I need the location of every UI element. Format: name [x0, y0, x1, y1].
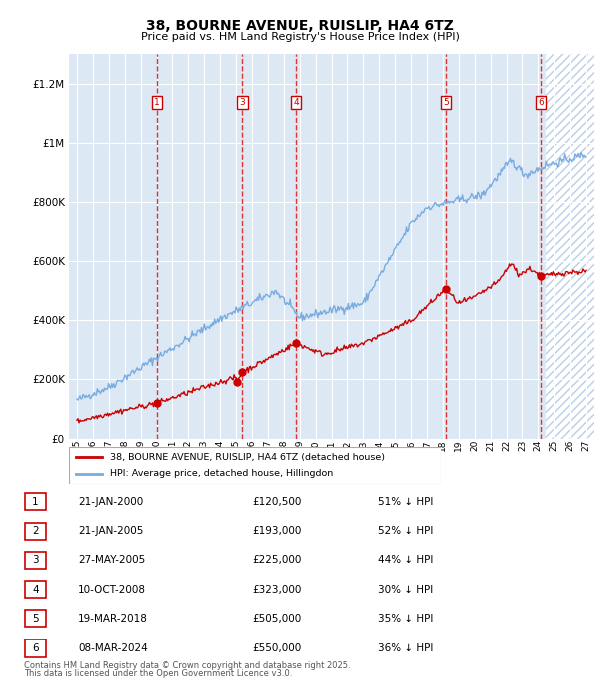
Bar — [546, 54, 594, 439]
Text: £120,500: £120,500 — [252, 497, 301, 507]
Text: £225,000: £225,000 — [252, 556, 301, 565]
Text: This data is licensed under the Open Government Licence v3.0.: This data is licensed under the Open Gov… — [24, 668, 292, 678]
Text: £505,000: £505,000 — [252, 614, 301, 624]
Text: 3: 3 — [239, 98, 245, 107]
Text: 52% ↓ HPI: 52% ↓ HPI — [378, 526, 433, 536]
Text: £550,000: £550,000 — [252, 643, 301, 653]
Text: 6: 6 — [32, 643, 39, 653]
Text: 1: 1 — [154, 98, 160, 107]
Text: 2: 2 — [32, 526, 39, 536]
Text: 35% ↓ HPI: 35% ↓ HPI — [378, 614, 433, 624]
Text: 21-JAN-2000: 21-JAN-2000 — [78, 497, 143, 507]
Text: £323,000: £323,000 — [252, 585, 301, 594]
Text: 5: 5 — [443, 98, 449, 107]
Text: Price paid vs. HM Land Registry's House Price Index (HPI): Price paid vs. HM Land Registry's House … — [140, 33, 460, 42]
Text: £193,000: £193,000 — [252, 526, 301, 536]
Text: 38, BOURNE AVENUE, RUISLIP, HA4 6TZ (detached house): 38, BOURNE AVENUE, RUISLIP, HA4 6TZ (det… — [110, 453, 385, 462]
Text: 1: 1 — [32, 497, 39, 507]
Text: 4: 4 — [293, 98, 299, 107]
Bar — [69, 54, 546, 439]
Text: 27-MAY-2005: 27-MAY-2005 — [78, 556, 145, 565]
Text: 44% ↓ HPI: 44% ↓ HPI — [378, 556, 433, 565]
Text: 08-MAR-2024: 08-MAR-2024 — [78, 643, 148, 653]
Text: Contains HM Land Registry data © Crown copyright and database right 2025.: Contains HM Land Registry data © Crown c… — [24, 660, 350, 670]
Text: 30% ↓ HPI: 30% ↓ HPI — [378, 585, 433, 594]
Text: 5: 5 — [32, 614, 39, 624]
Text: 19-MAR-2018: 19-MAR-2018 — [78, 614, 148, 624]
Text: 36% ↓ HPI: 36% ↓ HPI — [378, 643, 433, 653]
Text: 38, BOURNE AVENUE, RUISLIP, HA4 6TZ: 38, BOURNE AVENUE, RUISLIP, HA4 6TZ — [146, 19, 454, 33]
Text: 3: 3 — [32, 556, 39, 565]
Text: 4: 4 — [32, 585, 39, 594]
Text: 51% ↓ HPI: 51% ↓ HPI — [378, 497, 433, 507]
Text: 6: 6 — [538, 98, 544, 107]
Text: HPI: Average price, detached house, Hillingdon: HPI: Average price, detached house, Hill… — [110, 469, 333, 478]
Text: 21-JAN-2005: 21-JAN-2005 — [78, 526, 143, 536]
Text: 10-OCT-2008: 10-OCT-2008 — [78, 585, 146, 594]
